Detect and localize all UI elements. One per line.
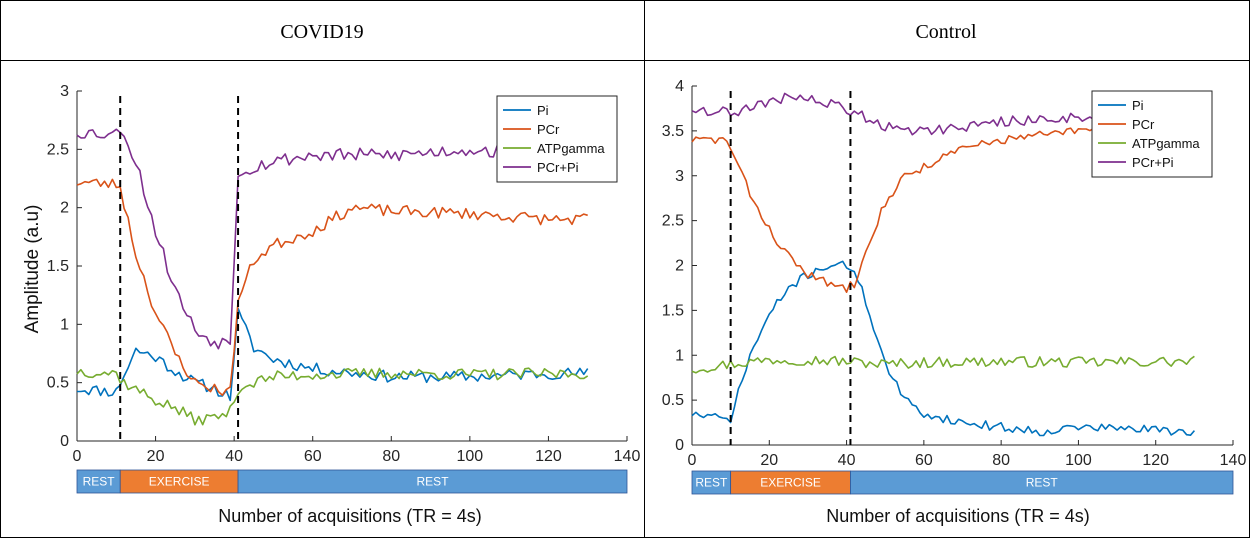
legend-label: Pi	[1132, 98, 1144, 113]
phase-label: REST	[695, 476, 728, 490]
y-tick-label: 2.5	[47, 141, 69, 158]
y-tick-label: 3.5	[662, 123, 684, 140]
panel-title-control: Control	[915, 21, 977, 43]
y-tick-label: 4	[675, 78, 684, 95]
legend-label: PCr	[1132, 117, 1155, 132]
x-tick-label: 100	[457, 448, 484, 465]
phase-label: REST	[1026, 476, 1059, 490]
series-line-pcr	[76, 178, 588, 397]
x-tick-label: 120	[1142, 452, 1169, 469]
y-tick-label: 0	[675, 437, 684, 454]
chart-covid19: 0 20 40 60 80 100 120 140 0 0.5 1 1.5 2 2.5 3 Pi PCr ATPg…	[47, 83, 641, 494]
x-axis-label-control: Number of acquisitions (TR = 4s)	[826, 506, 1090, 526]
y-tick-label: 1	[60, 316, 69, 333]
chart-control: 0 20 40 60 80 100 120 140 0 0.5 1 1.5 2 2.5 3 3.5 4 Pi PCr…	[662, 78, 1247, 495]
y-tick-label: 3	[675, 168, 684, 185]
x-tick-label: 140	[614, 448, 641, 465]
x-tick-label: 0	[73, 448, 82, 465]
x-tick-label: 60	[915, 452, 933, 469]
y-axis-label: Amplitude (a.u)	[22, 205, 43, 334]
y-tick-label: 1	[675, 347, 684, 364]
y-tick-label: 3	[60, 83, 69, 100]
legend: Pi PCr ATPgamma PCr+Pi	[1091, 90, 1213, 178]
y-tick-label: 2	[60, 200, 69, 217]
x-tick-label: 0	[688, 452, 697, 469]
x-tick-label: 40	[838, 452, 856, 469]
legend: Pi PCr ATPgamma PCr+Pi	[496, 95, 618, 183]
legend-label: Pi	[537, 103, 549, 118]
phase-segment	[850, 470, 1234, 495]
panel-title-covid: COVID19	[280, 21, 363, 43]
y-tick-label: 2	[675, 258, 684, 275]
phase-label: REST	[417, 475, 450, 489]
x-tick-label: 120	[535, 448, 562, 465]
y-tick-label: 2.5	[662, 213, 684, 230]
x-tick-label: 140	[1220, 452, 1247, 469]
x-tick-label: 20	[147, 448, 165, 465]
legend-label: ATPgamma	[1132, 136, 1200, 151]
y-tick-label: 1.5	[662, 302, 684, 319]
legend-label: PCr+Pi	[1132, 155, 1174, 170]
series-line-atpgamma	[691, 355, 1195, 374]
series-line-atpgamma	[76, 367, 589, 426]
x-tick-label: 100	[1065, 452, 1092, 469]
x-tick-label: 20	[760, 452, 778, 469]
phase-label: EXERCISE	[760, 476, 821, 490]
x-tick-label: 40	[225, 448, 243, 465]
x-tick-label: 60	[304, 448, 322, 465]
x-tick-label: 80	[382, 448, 400, 465]
x-tick-label: 80	[992, 452, 1010, 469]
legend-label: ATPgamma	[537, 141, 605, 156]
y-tick-label: 0	[60, 433, 69, 450]
legend-label: PCr	[537, 122, 560, 137]
phase-segment	[237, 469, 628, 494]
series-line-pi	[691, 260, 1196, 437]
legend-label: PCr+Pi	[537, 160, 579, 175]
y-tick-label: 0.5	[662, 392, 684, 409]
phase-label: EXERCISE	[149, 475, 210, 489]
phase-label: REST	[83, 475, 116, 489]
y-tick-label: 1.5	[47, 258, 69, 275]
y-tick-label: 0.5	[47, 375, 69, 392]
x-axis-label-covid: Number of acquisitions (TR = 4s)	[218, 506, 482, 526]
